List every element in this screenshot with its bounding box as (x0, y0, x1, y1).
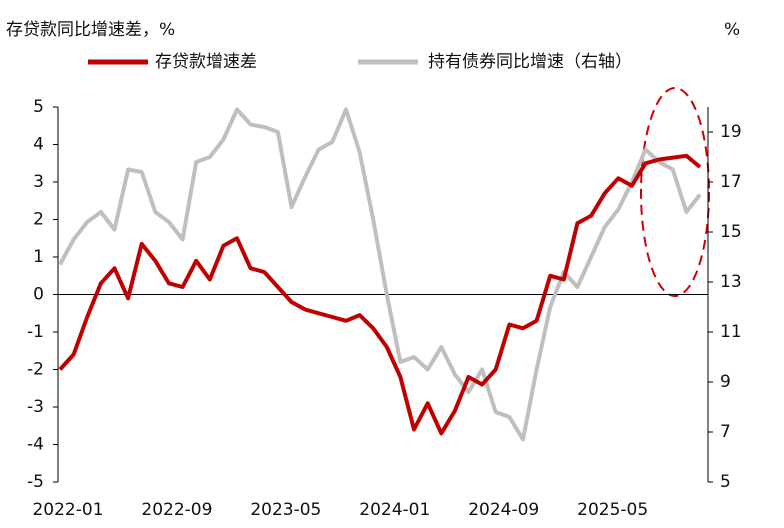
y-tick-label: 5 (33, 97, 44, 117)
y2-tick-label: 17 (720, 172, 742, 192)
y2-tick-label: 19 (720, 122, 742, 142)
x-tick-label: 2023-05 (250, 500, 321, 520)
y-tick-label: 2 (33, 210, 44, 230)
y2-tick-label: 9 (720, 372, 731, 392)
y2-tick-label: 15 (720, 222, 742, 242)
y2-tick-label: 13 (720, 272, 742, 292)
y2-tick-label: 7 (720, 422, 731, 442)
y-tick-label: -1 (27, 322, 44, 342)
y-tick-label: 1 (33, 247, 44, 267)
chart-title: 存贷款同比增速差，% (6, 20, 175, 40)
x-tick-label: 2022-01 (32, 500, 103, 520)
y-tick-label: -5 (27, 472, 44, 492)
x-tick-label: 2024-09 (468, 500, 539, 520)
y2-axis-label: % (724, 20, 740, 40)
y2-tick-label: 5 (720, 472, 731, 492)
y-tick-label: -2 (27, 360, 44, 380)
legend-label: 存贷款增速差 (155, 52, 257, 72)
legend-label: 持有债券同比增速（右轴） (428, 52, 632, 72)
x-tick-label: 2022-09 (141, 500, 212, 520)
x-tick-label: 2025-05 (577, 500, 648, 520)
series-line (58, 107, 702, 442)
y-tick-label: -4 (27, 435, 44, 455)
series-line (58, 153, 702, 436)
y-tick-label: 4 (33, 135, 44, 155)
y2-tick-label: 11 (720, 322, 742, 342)
x-tick-label: 2024-01 (359, 500, 430, 520)
y-tick-label: 3 (33, 172, 44, 192)
highlight-ellipse (640, 87, 710, 297)
y-tick-label: 0 (33, 285, 44, 305)
y-tick-label: -3 (27, 397, 44, 417)
